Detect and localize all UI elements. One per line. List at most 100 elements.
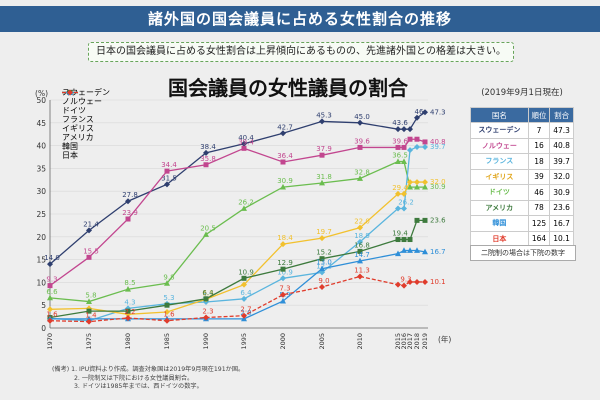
data-label: 7.3 xyxy=(279,285,290,293)
cell-country: スウェーデン xyxy=(470,122,529,139)
data-point xyxy=(86,315,92,322)
data-point xyxy=(241,145,247,151)
data-point xyxy=(319,152,325,158)
y-tick-label: 0 xyxy=(41,324,46,333)
x-tick-label: 2010 xyxy=(356,333,364,350)
legend-item: 韓国 xyxy=(62,89,110,151)
data-point xyxy=(401,282,407,289)
page-title: 諸外国の国会議員に占める女性割合の推移 xyxy=(0,6,600,32)
data-point xyxy=(86,308,92,314)
data-label: 15.2 xyxy=(316,249,332,257)
cell-pct: 16.7 xyxy=(549,215,574,232)
data-point xyxy=(203,149,209,156)
data-point xyxy=(164,280,170,286)
cell-country: イギリス xyxy=(470,168,529,185)
data-point xyxy=(401,158,407,164)
data-point xyxy=(164,302,170,308)
data-point xyxy=(401,144,407,150)
data-point xyxy=(241,140,247,147)
table-header-country: 国名 xyxy=(470,107,529,123)
data-label: 2.2 xyxy=(124,308,135,316)
table-row: アメリカ 78 23.6 xyxy=(470,199,574,216)
data-point xyxy=(357,238,363,245)
series-line xyxy=(50,249,426,320)
data-point xyxy=(407,126,413,133)
data-label: 15.5 xyxy=(83,247,99,255)
series-line xyxy=(49,146,425,322)
cell-rank: 7 xyxy=(527,122,551,139)
cell-pct: 30.9 xyxy=(549,184,574,201)
data-label: 30.9 xyxy=(430,183,446,191)
data-point xyxy=(125,314,131,321)
data-label: 23.6 xyxy=(430,216,446,224)
data-point xyxy=(319,256,325,262)
data-label: 5.7 xyxy=(202,292,213,300)
data-label: 37.9 xyxy=(316,145,332,153)
data-point xyxy=(203,162,209,168)
x-tick-label: 2016 xyxy=(400,333,408,350)
data-point xyxy=(125,286,131,292)
data-label: 19.4 xyxy=(392,230,408,238)
legend-label: 日本 xyxy=(62,151,78,160)
data-label: 5.8 xyxy=(85,292,96,300)
footnote-3: 3. ドイツは1985年までは、西ドイツの数字。 xyxy=(74,383,203,390)
data-point xyxy=(414,179,420,186)
data-label: 45.0 xyxy=(354,113,370,121)
data-label: 12.2 xyxy=(316,262,332,270)
data-label: 14.7 xyxy=(354,251,370,259)
cell-pct: 47.3 xyxy=(549,122,574,139)
data-point xyxy=(357,257,363,264)
data-label: 32.8 xyxy=(354,168,370,176)
data-point xyxy=(319,118,325,125)
data-label: 6.3 xyxy=(202,289,213,297)
data-label: 2.3 xyxy=(202,308,213,316)
data-point xyxy=(241,275,247,281)
data-point xyxy=(395,205,401,212)
data-label: 22.0 xyxy=(354,218,370,226)
cell-country: 韓国 xyxy=(470,215,529,232)
data-point xyxy=(401,205,407,212)
data-point xyxy=(422,139,428,145)
y-tick-label: 15 xyxy=(36,256,46,265)
data-label: 30.9 xyxy=(277,177,293,185)
data-label: 6.6 xyxy=(46,288,58,296)
data-label: 13.0 xyxy=(316,259,332,267)
data-label: 43.6 xyxy=(392,119,408,127)
data-point xyxy=(319,235,325,242)
data-point xyxy=(47,294,53,301)
data-point xyxy=(164,317,170,324)
data-point xyxy=(357,273,363,280)
data-label: 31.8 xyxy=(316,173,332,181)
data-point xyxy=(357,224,363,231)
footnote-1: (備考) 1. IPU資料より作成。調査対象国は2019年9月現在191か国。 xyxy=(52,366,245,373)
data-label: 18.9 xyxy=(354,232,370,240)
data-point xyxy=(280,291,286,298)
y-tick-label: 50 xyxy=(36,96,46,105)
legend-label: ノルウェー xyxy=(62,97,102,106)
x-tick-label: 1970 xyxy=(46,333,54,350)
data-label: 39.6 xyxy=(392,137,408,145)
data-point xyxy=(203,231,209,237)
data-label: 31.5 xyxy=(161,174,177,182)
legend-item: ノルウェー xyxy=(62,90,110,106)
data-label: 9.0 xyxy=(318,277,329,285)
data-point xyxy=(414,278,420,285)
data-point xyxy=(407,278,413,285)
data-label: 26.2 xyxy=(398,199,414,207)
data-point xyxy=(407,147,413,154)
data-label: 46 xyxy=(415,108,424,116)
data-point xyxy=(357,144,363,150)
x-tick-label: 2000 xyxy=(279,333,287,350)
data-point xyxy=(47,283,53,289)
data-point xyxy=(401,190,407,197)
cell-pct: 39.7 xyxy=(549,153,574,170)
data-label: 1.6 xyxy=(163,311,175,319)
data-point xyxy=(125,216,131,222)
data-label: 2.7 xyxy=(240,306,251,314)
data-point xyxy=(395,144,401,150)
legend-item: イギリス xyxy=(62,89,110,133)
data-label: 6.4 xyxy=(240,289,252,297)
table-row: 韓国 125 16.7 xyxy=(470,215,574,232)
data-point xyxy=(280,130,286,137)
